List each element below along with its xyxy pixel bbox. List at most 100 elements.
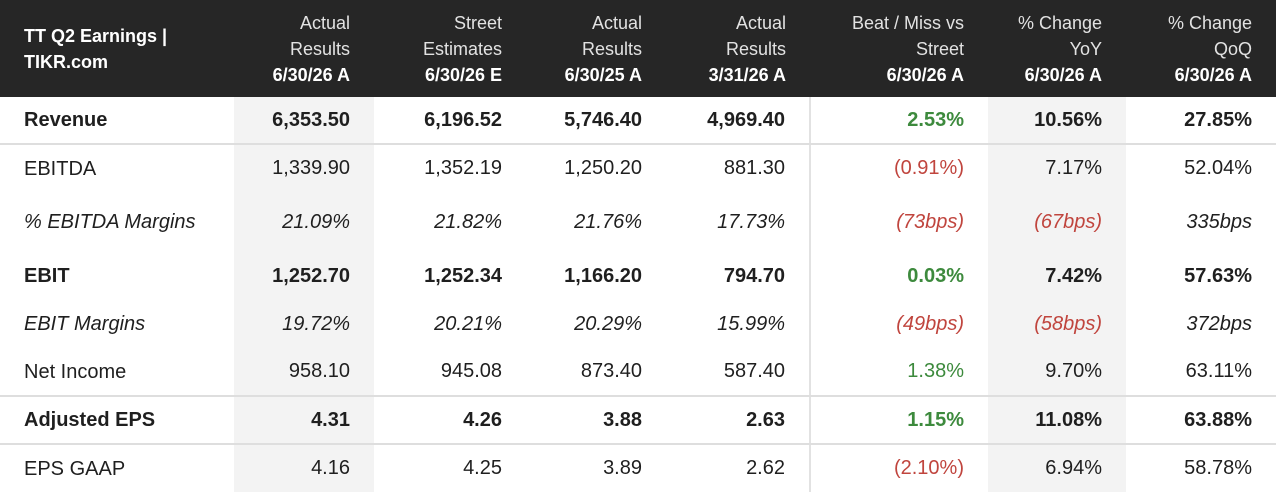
- col-header-line2: Street: [915, 38, 964, 59]
- cell-prior-quarter: 2.62: [746, 457, 785, 479]
- cell-prior-quarter: 4,969.40: [666, 97, 810, 145]
- cell-beat-miss: 0.03%: [809, 252, 988, 300]
- cell-qoq: 63.11%: [1126, 348, 1276, 397]
- row-label: EPS GAAP: [24, 457, 126, 480]
- cell-beat-miss: (2.10%): [809, 444, 988, 492]
- cell-yoy: 9.70%: [988, 348, 1126, 397]
- cell-beat-miss: (49bps): [809, 300, 988, 348]
- col-header-line1: % Change: [1017, 12, 1102, 33]
- cell-prior-year: 1,166.20: [564, 264, 642, 287]
- cell-qoq: 52.04%: [1184, 157, 1252, 179]
- col-header-line1: % Change: [1167, 12, 1252, 33]
- cell-qoq: 372bps: [1186, 312, 1252, 335]
- cell-estimate: 4.25: [463, 457, 502, 479]
- cell-yoy: 7.17%: [988, 144, 1126, 192]
- col-header-line1: Actual: [591, 12, 642, 33]
- cell-estimate: 6,196.52: [374, 97, 526, 145]
- table-row-ebit-margins: EBIT Margins 19.72% 20.21% 20.29% 15.99%…: [0, 300, 1276, 348]
- row-label: EBITDA: [24, 157, 97, 180]
- table-row-adjusted-eps: Adjusted EPS 4.31 4.26 3.88 2.63 1.15% 1…: [0, 396, 1276, 445]
- table-row-ebitda: EBITDA 1,339.90 1,352.19 1,250.20 881.30…: [0, 144, 1276, 192]
- cell-yoy: (58bps): [988, 300, 1126, 348]
- cell-beat-miss: 2.53%: [809, 97, 988, 145]
- cell-prior-quarter: 881.30: [723, 157, 785, 179]
- cell-prior-quarter: 17.73%: [717, 210, 785, 233]
- cell-actual: 4.16: [234, 444, 374, 492]
- cell-estimate: 20.21%: [434, 312, 502, 335]
- cell-estimate: 4.26: [374, 396, 526, 445]
- cell-estimate: 21.82%: [434, 210, 502, 233]
- cell-qoq: 335bps: [1186, 210, 1252, 233]
- col-header-line1: Actual: [735, 12, 786, 33]
- cell-actual: 1,252.70: [234, 252, 374, 300]
- cell-beat-miss: (73bps): [809, 192, 988, 252]
- cell-actual: 6,353.50: [234, 97, 374, 145]
- cell-estimate: 1,352.19: [424, 157, 502, 179]
- col-header-change-qoq: % Change QoQ 6/30/26 A: [1126, 0, 1276, 97]
- cell-actual: 958.10: [234, 348, 374, 397]
- title-line1: TT Q2 Earnings |: [24, 25, 168, 46]
- cell-beat-miss: 1.38%: [809, 348, 988, 397]
- col-header-date: 6/30/26 A: [886, 64, 964, 85]
- table-header: TT Q2 Earnings | TIKR.com Actual Results…: [0, 0, 1276, 97]
- col-header-change-yoy: % Change YoY 6/30/26 A: [988, 0, 1126, 97]
- col-header-date: 6/30/25 A: [564, 64, 642, 85]
- col-header-actual-results: Actual Results 6/30/26 A: [234, 0, 374, 97]
- cell-prior-year: 3.88: [526, 396, 666, 445]
- col-header-line2: Estimates: [422, 38, 502, 59]
- row-label: EBIT: [24, 265, 70, 287]
- table-body: Revenue 6,353.50 6,196.52 5,746.40 4,969…: [0, 97, 1276, 492]
- cell-actual: 1,339.90: [234, 144, 374, 192]
- col-header-line2: Results: [725, 38, 786, 59]
- cell-beat-miss: (0.91%): [809, 144, 988, 192]
- table-row-revenue: Revenue 6,353.50 6,196.52 5,746.40 4,969…: [0, 97, 1276, 145]
- table-row-ebitda-margins: % EBITDA Margins 21.09% 21.82% 21.76% 17…: [0, 192, 1276, 252]
- col-header-beat-miss: Beat / Miss vs Street 6/30/26 A: [810, 0, 988, 97]
- cell-yoy: 6.94%: [988, 444, 1126, 492]
- cell-prior-quarter: 587.40: [666, 348, 810, 397]
- cell-qoq: 57.63%: [1184, 264, 1252, 287]
- cell-actual: 19.72%: [234, 300, 374, 348]
- cell-yoy: 10.56%: [988, 97, 1126, 145]
- col-header-prior-year: Actual Results 6/30/25 A: [526, 0, 666, 97]
- cell-qoq: 27.85%: [1126, 97, 1276, 145]
- col-header-line1: Beat / Miss vs: [851, 12, 964, 33]
- cell-prior-quarter: 15.99%: [717, 312, 785, 335]
- col-header-line1: Actual: [299, 12, 350, 33]
- cell-prior-year: 5,746.40: [526, 97, 666, 145]
- cell-prior-quarter: 794.70: [723, 264, 785, 287]
- table-row-ebit: EBIT 1,252.70 1,252.34 1,166.20 794.70 0…: [0, 252, 1276, 300]
- col-header-date: 6/30/26 A: [272, 64, 350, 85]
- cell-actual: 4.31: [234, 396, 374, 445]
- cell-prior-year: 873.40: [526, 348, 666, 397]
- col-header-date: 6/30/26 A: [1024, 64, 1102, 85]
- cell-prior-year: 21.76%: [574, 210, 642, 233]
- title-line2: TIKR.com: [24, 51, 109, 72]
- cell-estimate: 1,252.34: [424, 264, 502, 287]
- col-header-street-estimates: Street Estimates 6/30/26 E: [374, 0, 526, 97]
- cell-beat-miss: 1.15%: [809, 396, 988, 445]
- row-label: Net Income: [0, 348, 234, 397]
- row-label: % EBITDA Margins: [24, 211, 196, 233]
- col-header-line2: Results: [581, 38, 642, 59]
- cell-estimate: 945.08: [374, 348, 526, 397]
- cell-actual: 21.09%: [234, 192, 374, 252]
- cell-yoy: 7.42%: [988, 252, 1126, 300]
- table-row-net-income: Net Income 958.10 945.08 873.40 587.40 1…: [0, 348, 1276, 397]
- row-label: Revenue: [0, 97, 234, 145]
- cell-prior-year: 3.89: [603, 457, 642, 479]
- table-row-eps-gaap: EPS GAAP 4.16 4.25 3.89 2.62 (2.10%) 6.9…: [0, 444, 1276, 492]
- col-header-date: 6/30/26 E: [424, 64, 502, 85]
- cell-qoq: 58.78%: [1184, 457, 1252, 479]
- cell-prior-quarter: 2.63: [666, 396, 810, 445]
- cell-yoy: 11.08%: [988, 396, 1126, 445]
- cell-prior-year: 20.29%: [574, 312, 642, 335]
- table-title: TT Q2 Earnings | TIKR.com: [0, 0, 234, 97]
- col-header-date: 6/30/26 A: [1174, 64, 1252, 85]
- row-label: EBIT Margins: [24, 313, 146, 335]
- row-label: Adjusted EPS: [0, 396, 234, 445]
- col-header-line2: YoY: [1069, 38, 1102, 59]
- col-header-line2: Results: [289, 38, 350, 59]
- col-header-line1: Street: [453, 12, 502, 33]
